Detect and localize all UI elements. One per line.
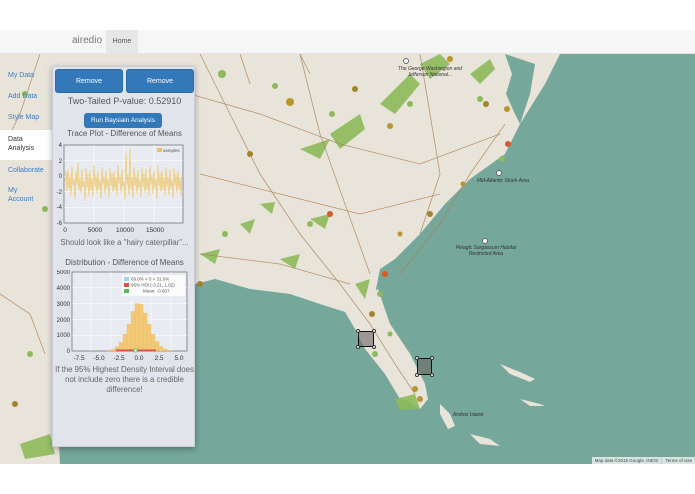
- svg-text:2.5: 2.5: [154, 355, 163, 362]
- svg-text:1000: 1000: [57, 333, 71, 339]
- svg-text:0: 0: [63, 227, 67, 234]
- svg-text:-4: -4: [57, 205, 63, 211]
- svg-text:3000: 3000: [57, 302, 71, 308]
- trace-plot-title: Trace Plot - Difference of Means: [67, 129, 182, 138]
- sidebar-item-add-data[interactable]: Add Data: [8, 93, 38, 100]
- svg-text:-2.5: -2.5: [113, 355, 125, 362]
- svg-text:69.0% < 0 < 31.0%: 69.0% < 0 < 31.0%: [131, 277, 169, 282]
- brand-logo[interactable]: airedio: [72, 35, 103, 46]
- trace-plot-chart: samples 4 2 0 -2 -4 -6 0 5000 10000 15000: [57, 143, 184, 234]
- terms-of-use-link[interactable]: Terms of Use: [661, 457, 695, 464]
- distribution-title: Distribution - Difference of Means: [65, 258, 184, 267]
- svg-text:Mean: -0.607: Mean: -0.607: [143, 289, 170, 294]
- svg-text:4: 4: [59, 143, 63, 149]
- poi-marker-icon[interactable]: [482, 238, 488, 244]
- poi-marker-icon[interactable]: [403, 58, 409, 64]
- map-label-gw-forest: The George Washington and Jefferson Nati…: [397, 66, 463, 78]
- sidebar-item-label: Analysis: [8, 145, 35, 152]
- sidebar-item-data-analysis[interactable]: Data Analysis: [0, 130, 52, 160]
- svg-text:2: 2: [59, 159, 63, 165]
- map-attribution: Map data ©2015 Google, INEGI Terms of Us…: [591, 457, 695, 464]
- map-label-sargassum: Pelagic Sargassum Habitat Restricted Are…: [455, 245, 517, 257]
- svg-text:5.0: 5.0: [174, 355, 183, 362]
- selection-box-1[interactable]: [356, 329, 376, 349]
- svg-text:4000: 4000: [57, 286, 71, 292]
- svg-text:2000: 2000: [57, 318, 71, 324]
- svg-text:-7.5: -7.5: [73, 355, 85, 362]
- sidebar-item-my-account[interactable]: My Account: [0, 186, 52, 204]
- svg-text:0: 0: [59, 174, 63, 180]
- svg-text:samples: samples: [163, 148, 181, 153]
- selection-box-2[interactable]: [415, 356, 434, 377]
- sidebar-item-style-map[interactable]: Style Map: [8, 114, 40, 121]
- svg-text:5000: 5000: [88, 227, 103, 234]
- remove-button-1[interactable]: Remove: [55, 69, 123, 93]
- svg-text:0.0: 0.0: [134, 355, 143, 362]
- remove-button-row: Remove Remove: [55, 69, 194, 93]
- run-bayesian-button[interactable]: Run Baysiain Analysis: [84, 113, 162, 128]
- svg-text:95% HDI (-3.21, 1.82): 95% HDI (-3.21, 1.82): [131, 283, 175, 288]
- analysis-panel: × Remove Remove Two-Tailed P-value: 0.52…: [52, 66, 195, 447]
- remove-button-2[interactable]: Remove: [126, 69, 194, 93]
- poi-marker-icon[interactable]: [496, 170, 502, 176]
- navbar: airedio Home: [0, 30, 695, 54]
- svg-text:-2: -2: [57, 190, 63, 196]
- distribution-chart: 69.0% < 0 < 31.0% 95% HDI (-3.21, 1.82) …: [57, 270, 188, 362]
- sidebar-item-label: Data: [8, 136, 23, 143]
- pvalue-text: Two-Tailed P-value: 0.52910: [67, 96, 182, 106]
- nav-home-link[interactable]: Home: [106, 30, 138, 54]
- hdi-note: If the 95% Highest Density Interval does…: [55, 365, 194, 394]
- top-blank: [0, 0, 695, 30]
- sidebar-item-label: Account: [8, 196, 34, 203]
- map-label-shark-area: Mid-Atlantic Shark Area: [476, 178, 530, 184]
- sidebar-item-collaborate[interactable]: Collaborate: [8, 167, 44, 174]
- svg-text:-6: -6: [57, 221, 63, 227]
- svg-text:15000: 15000: [146, 227, 164, 234]
- trace-note: Should look like a "hairy caterpillar"..…: [60, 238, 189, 247]
- svg-text:5000: 5000: [57, 270, 71, 276]
- map-data-credit: Map data ©2015 Google, INEGI: [594, 458, 659, 463]
- map-label-andros: Andros Island: [452, 412, 484, 418]
- svg-text:0: 0: [67, 349, 71, 355]
- svg-text:10000: 10000: [116, 227, 134, 234]
- sidebar-item-label: My: [8, 187, 18, 194]
- svg-text:-5.0: -5.0: [93, 355, 105, 362]
- sidebar-item-my-data[interactable]: My Data: [8, 72, 35, 79]
